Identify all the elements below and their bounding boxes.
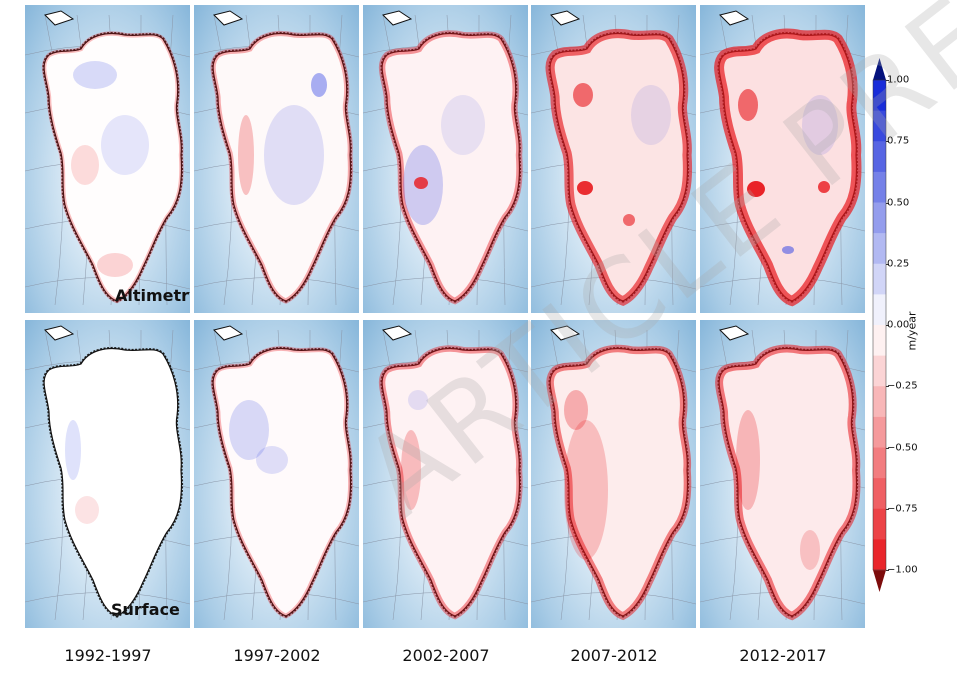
- map-panel-altimetry-2002-2007: [363, 5, 528, 313]
- map-panel-altimetry-1992-1997: Altimetry: [25, 5, 190, 313]
- colorbar-tick-mark: [886, 570, 889, 571]
- map-panel-surface-2007-2012: [531, 320, 696, 628]
- map-panel-altimetry-2007-2012: [531, 5, 696, 313]
- colorbar-tick-mark: [886, 447, 889, 449]
- colorbar-tick-mark: [886, 325, 889, 326]
- map-panel-altimetry-2012-2017: [700, 5, 865, 313]
- row-label-surface: Surface: [111, 600, 180, 619]
- colorbar-tick-label: −0.50: [887, 442, 918, 453]
- map-panel-surface-2012-2017: [700, 320, 865, 628]
- colorbar-tick-label: 0.50: [887, 197, 910, 208]
- map-panel-altimetry-1997-2002: [194, 5, 359, 313]
- colorbar-tick-label: −0.25: [887, 380, 918, 392]
- colorbar-tick-mark: [886, 508, 889, 510]
- colorbar-tick-label: 1.00: [887, 74, 910, 86]
- row-label-altimetry: Altimetry: [115, 286, 190, 305]
- map-panel-surface-2002-2007: [363, 320, 528, 628]
- colorbar-tick-label: 0.00: [887, 319, 910, 331]
- map-panel-surface-1997-2002: [194, 320, 359, 628]
- colorbar-tick-mark: [886, 141, 889, 143]
- map-panel-surface-1992-1997: Surface: [25, 320, 190, 628]
- colorbar-tick-mark: [886, 263, 889, 265]
- colorbar-unit-label: m/year: [905, 311, 919, 351]
- period-label-3: 2007-2012: [570, 646, 658, 665]
- period-label-4: 2012-2017: [739, 646, 827, 665]
- colorbar-tick-mark: [886, 80, 889, 81]
- colorbar-tick-mark: [886, 202, 889, 204]
- period-label-2: 2002-2007: [402, 646, 490, 665]
- colorbar-tick-label: 0.25: [887, 258, 910, 270]
- period-label-1: 1997-2002: [233, 646, 321, 665]
- colorbar-tick-label: 0.75: [887, 135, 910, 147]
- colorbar-tick-label: −1.00: [887, 564, 918, 576]
- colorbar-bar: [872, 58, 887, 592]
- colorbar-tick-mark: [886, 386, 889, 388]
- period-label-0: 1992-1997: [64, 646, 152, 665]
- colorbar-tick-label: −0.75: [887, 503, 918, 515]
